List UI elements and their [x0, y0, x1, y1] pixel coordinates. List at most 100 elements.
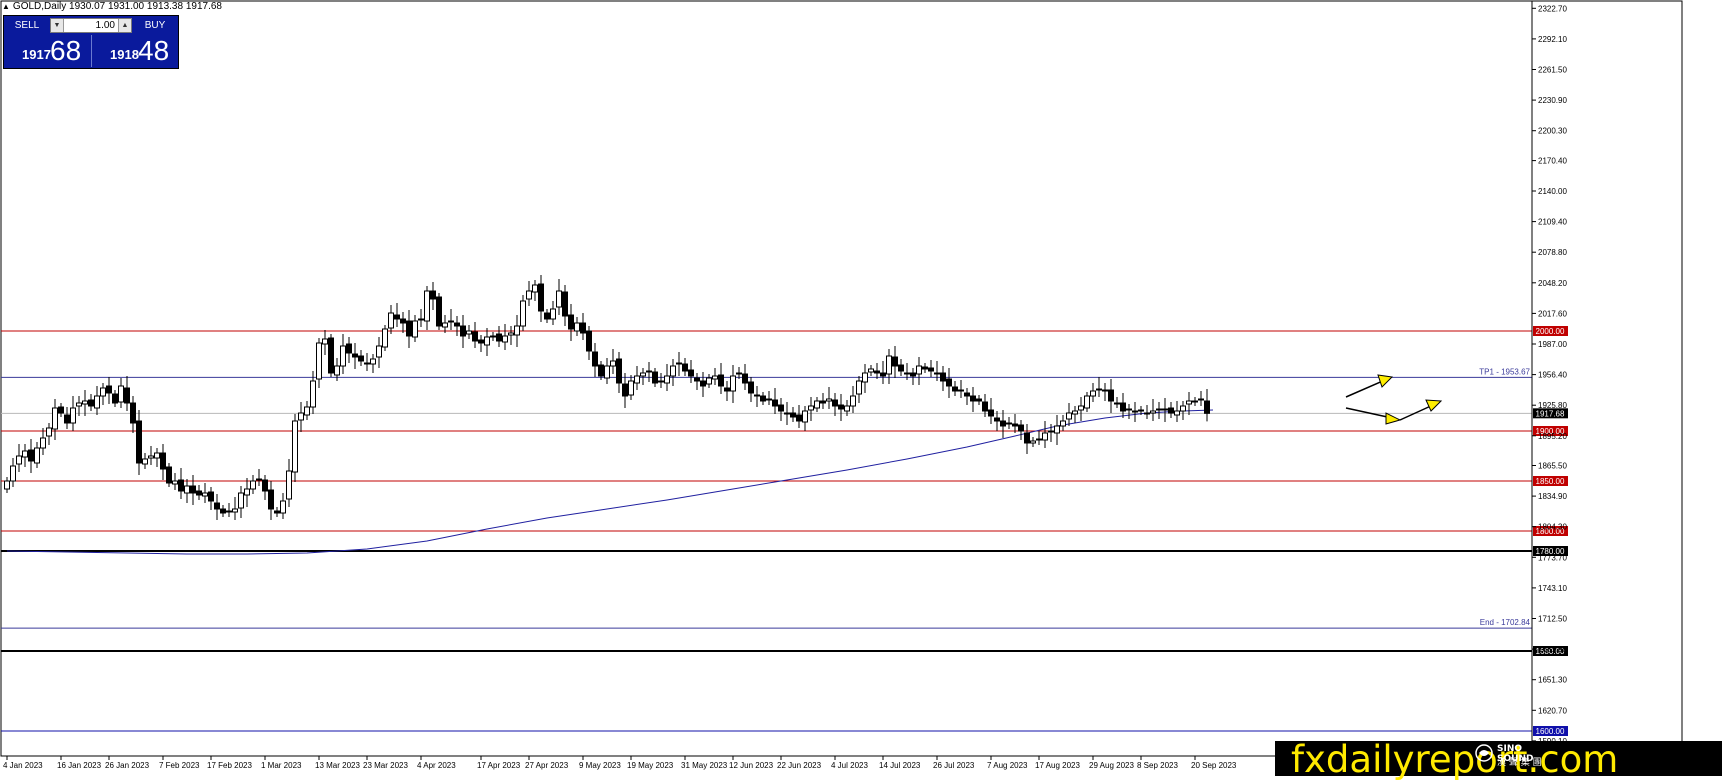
- candle-body-bear: [178, 479, 184, 492]
- candle: [826, 387, 832, 409]
- candle-body-bull: [382, 328, 388, 348]
- candle: [256, 469, 262, 486]
- horizontal-levels: 2000.00 TP1 - 1953.67 1900.00 1850.00 1800.0…: [1, 326, 1568, 736]
- candle-body-bull: [1162, 408, 1168, 411]
- candle: [550, 301, 556, 325]
- candle-body-bull: [304, 406, 310, 416]
- x-tick-label: 4 Apr 2023: [417, 761, 456, 770]
- candle: [748, 377, 754, 402]
- candle-body-bear: [472, 331, 478, 342]
- candle: [430, 282, 436, 310]
- candle: [880, 361, 886, 384]
- candle: [340, 334, 346, 374]
- candle: [592, 343, 598, 377]
- candle: [310, 371, 316, 414]
- candle: [868, 365, 874, 376]
- candle: [1198, 391, 1204, 406]
- candle-body-bull: [370, 358, 376, 365]
- candle: [1180, 401, 1186, 420]
- candle: [28, 439, 34, 473]
- candle-body-bull: [1090, 390, 1096, 397]
- x-tick-label: 9 May 2023: [579, 761, 621, 770]
- level-tag: [1533, 326, 1568, 336]
- candle: [394, 303, 400, 327]
- candle: [802, 406, 808, 431]
- candle: [706, 374, 712, 388]
- candle-body-bear: [88, 399, 94, 407]
- candle: [568, 304, 574, 341]
- candle: [364, 353, 370, 371]
- candle-body-bull: [310, 380, 316, 408]
- candle-body-bear: [1108, 389, 1114, 402]
- y-tick-label: 2078.80: [1538, 248, 1567, 257]
- candle: [370, 354, 376, 373]
- candle-body-bull: [154, 452, 160, 459]
- candle-body-bear: [1012, 423, 1018, 427]
- y-tick-label: 1773.70: [1538, 553, 1567, 562]
- candle-body-bull: [802, 410, 808, 423]
- x-tick-label: 23 Mar 2023: [363, 761, 408, 770]
- lot-size-stepper[interactable]: ▼ 1.00 ▲: [50, 18, 132, 33]
- candle: [1012, 414, 1018, 433]
- candle: [538, 275, 544, 322]
- symbol-text: GOLD,Daily 1930.07 1931.00 1913.38 1917.…: [12, 1, 222, 12]
- x-tick-label: 16 Jan 2023: [57, 761, 102, 770]
- candle-body-bull: [784, 412, 790, 415]
- candle: [646, 362, 652, 382]
- sell-price-prefix: 1917: [22, 47, 51, 62]
- sell-button[interactable]: SELL: [14, 20, 40, 31]
- candle-body-bull: [76, 402, 82, 407]
- candle: [610, 349, 616, 374]
- candle-body-bear: [220, 508, 226, 514]
- candle-body-bull: [1180, 405, 1186, 412]
- candle-body-bull: [556, 290, 562, 308]
- candle: [670, 359, 676, 386]
- candle: [838, 394, 844, 421]
- x-tick-label: 27 Apr 2023: [525, 761, 569, 770]
- candle: [1042, 421, 1048, 448]
- candle-body-bull: [904, 372, 910, 375]
- x-tick-label: 17 Feb 2023: [207, 761, 252, 770]
- candle: [406, 310, 412, 348]
- buy-price[interactable]: 1918 48: [94, 36, 178, 66]
- candle-body-bull: [1084, 395, 1090, 409]
- candle-body-bull: [40, 437, 46, 449]
- candle-body-bear: [700, 380, 706, 387]
- candle: [94, 386, 100, 415]
- x-tick-label: 31 May 2023: [681, 761, 728, 770]
- brand-name: SINO SOUND: [1497, 744, 1534, 764]
- chevron-up-icon[interactable]: ▲: [118, 19, 131, 32]
- candle-body-bear: [1138, 409, 1144, 412]
- candle-body-bull: [448, 320, 454, 323]
- x-tick-label: 13 Mar 2023: [315, 761, 360, 770]
- candle: [520, 295, 526, 331]
- candle: [778, 398, 784, 421]
- buy-button[interactable]: BUY: [144, 20, 166, 31]
- candle: [1174, 401, 1180, 422]
- triangle-icon[interactable]: ▲: [2, 2, 10, 11]
- candle-body-bull: [100, 387, 106, 397]
- candle-body-bull: [466, 330, 472, 335]
- candle-body-bear: [358, 355, 364, 362]
- lot-size-input[interactable]: 1.00: [95, 20, 115, 31]
- candle: [322, 330, 328, 355]
- candle-body-bear: [406, 320, 412, 337]
- candle-body-bear: [892, 356, 898, 367]
- candle: [172, 473, 178, 490]
- candle: [1168, 402, 1174, 418]
- chevron-down-icon[interactable]: ▼: [51, 19, 64, 32]
- candle: [202, 483, 208, 503]
- candle: [436, 293, 442, 330]
- candle: [1150, 399, 1156, 421]
- candle: [502, 324, 508, 350]
- candle-body-bull: [1144, 412, 1150, 415]
- x-axis: 4 Jan 2023 16 Jan 2023 26 Jan 2023 7 Feb 20…: [3, 756, 1237, 770]
- candle: [142, 453, 148, 469]
- y-tick-label: 1620.70: [1538, 706, 1567, 715]
- candle-body-bull: [280, 500, 286, 514]
- sell-price[interactable]: 1917 68: [6, 36, 90, 66]
- candle: [622, 373, 628, 408]
- candle: [1072, 406, 1078, 423]
- candle-body-bull: [1030, 440, 1036, 444]
